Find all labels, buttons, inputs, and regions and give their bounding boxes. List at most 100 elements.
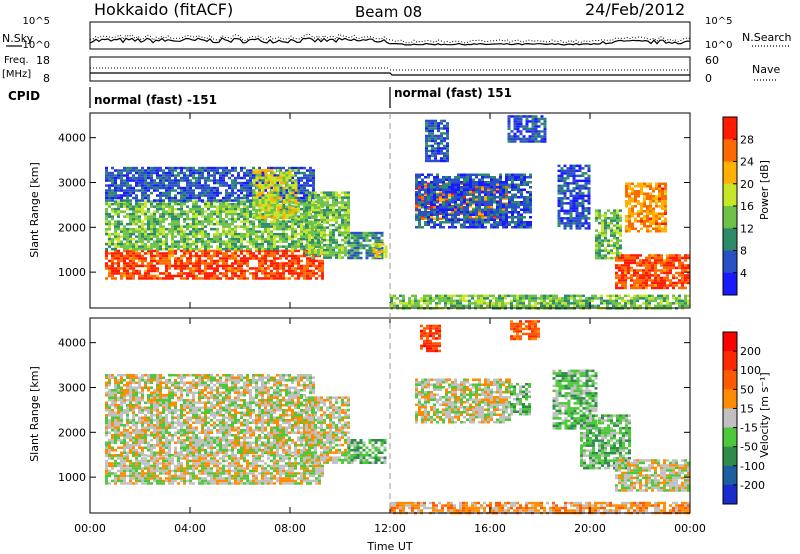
heatmap-cell	[514, 221, 517, 224]
heatmap-cell	[153, 267, 156, 270]
heatmap-cell	[282, 171, 286, 174]
heatmap-cell	[285, 222, 288, 226]
heatmap-cell	[587, 174, 591, 178]
heatmap-cell	[258, 184, 262, 187]
heatmap-cell	[180, 277, 183, 280]
heatmap-cell	[610, 229, 613, 232]
heatmap-cell	[607, 241, 610, 245]
heatmap-cell	[162, 257, 165, 260]
heatmap-cell	[147, 166, 150, 170]
heatmap-cell	[463, 188, 466, 191]
heatmap-cell	[117, 235, 120, 238]
heatmap-cell	[525, 122, 529, 126]
heatmap-cell	[270, 216, 274, 219]
heatmap-cell	[111, 232, 114, 236]
heatmap-cell	[117, 249, 120, 253]
heatmap-cell	[270, 166, 273, 170]
heatmap-cell	[460, 186, 463, 189]
heatmap-cell	[105, 220, 108, 223]
heatmap-cell	[630, 266, 633, 270]
heatmap-cell	[132, 222, 135, 226]
heatmap-cell	[371, 254, 375, 257]
heatmap-cell	[490, 196, 493, 199]
heatmap-cell	[231, 227, 234, 231]
heatmap-cell	[513, 137, 517, 141]
heatmap-cell	[335, 246, 338, 249]
heatmap-cell	[192, 200, 195, 203]
heatmap-cell	[291, 247, 294, 251]
heatmap-cell	[344, 233, 347, 237]
heatmap-cell	[270, 272, 273, 275]
heatmap-cell	[575, 217, 579, 220]
heatmap-cell	[616, 221, 619, 225]
heatmap-cell	[478, 216, 481, 219]
heatmap-cell	[231, 166, 234, 170]
heatmap-cell	[481, 196, 484, 199]
heatmap-cell	[457, 196, 460, 199]
heatmap-cell	[454, 216, 457, 219]
heatmap-cell	[201, 210, 204, 213]
heatmap-cell	[150, 212, 153, 216]
heatmap-cell	[210, 169, 213, 172]
heatmap-cell	[517, 221, 520, 224]
heatmap-cell	[516, 122, 520, 126]
heatmap-cell	[255, 169, 259, 172]
heatmap-cell	[502, 188, 505, 191]
heatmap-cell	[198, 179, 201, 182]
heatmap-cell	[537, 130, 541, 133]
heatmap-cell	[252, 189, 256, 192]
heatmap-cell	[210, 259, 213, 263]
heatmap-cell	[264, 169, 268, 172]
heatmap-cell	[531, 117, 535, 121]
heatmap-cell	[162, 272, 165, 275]
heatmap-cell	[204, 194, 207, 197]
heatmap-cell	[315, 264, 318, 268]
heatmap-cell	[246, 247, 249, 251]
heatmap-cell	[180, 205, 183, 208]
heatmap-cell	[540, 140, 544, 143]
heatmap-cell	[445, 196, 448, 199]
heatmap-cell	[437, 142, 440, 145]
heatmap-cell	[569, 227, 573, 230]
heatmap-cell	[204, 189, 207, 192]
heatmap-cell	[621, 271, 624, 275]
heatmap-cell	[234, 166, 237, 170]
heatmap-cell	[344, 228, 347, 232]
heatmap-cell	[517, 176, 520, 179]
heatmap-cell	[317, 228, 320, 232]
heatmap-cell	[285, 176, 289, 179]
heatmap-cell	[440, 122, 443, 125]
heatmap-cell	[135, 252, 138, 255]
heatmap-cell	[171, 212, 174, 216]
heatmap-cell	[368, 251, 372, 255]
power-heatmap-cells	[105, 115, 690, 310]
heatmap-cell	[285, 181, 289, 184]
heatmap-cell	[264, 204, 268, 207]
heatmap-cell	[144, 171, 147, 175]
heatmap-cell	[135, 249, 138, 253]
heatmap-cell	[531, 127, 535, 131]
heatmap-cell	[437, 127, 440, 130]
heatmap-cell	[335, 191, 338, 194]
heatmap-cell	[380, 256, 384, 260]
nsky-label: N.Sky	[2, 32, 34, 45]
heatmap-cell	[273, 214, 277, 217]
heatmap-cell	[499, 188, 502, 191]
heatmap-cell	[374, 236, 378, 240]
heatmap-cell	[165, 237, 168, 241]
heatmap-cell	[192, 222, 195, 226]
heatmap-cell	[207, 264, 210, 268]
heatmap-cell	[282, 181, 286, 184]
heatmap-cell	[222, 202, 225, 206]
heatmap-cell	[303, 176, 306, 180]
heatmap-cell	[371, 251, 375, 255]
heatmap-cell	[329, 213, 332, 217]
heatmap-cell	[165, 272, 168, 275]
heatmap-cell	[240, 262, 243, 265]
heatmap-cell	[243, 235, 246, 238]
heatmap-cell	[505, 191, 508, 194]
heatmap-cell	[347, 221, 350, 224]
heatmap-cell	[186, 184, 189, 187]
heatmap-cell	[210, 186, 213, 190]
heatmap-cell	[135, 230, 138, 233]
